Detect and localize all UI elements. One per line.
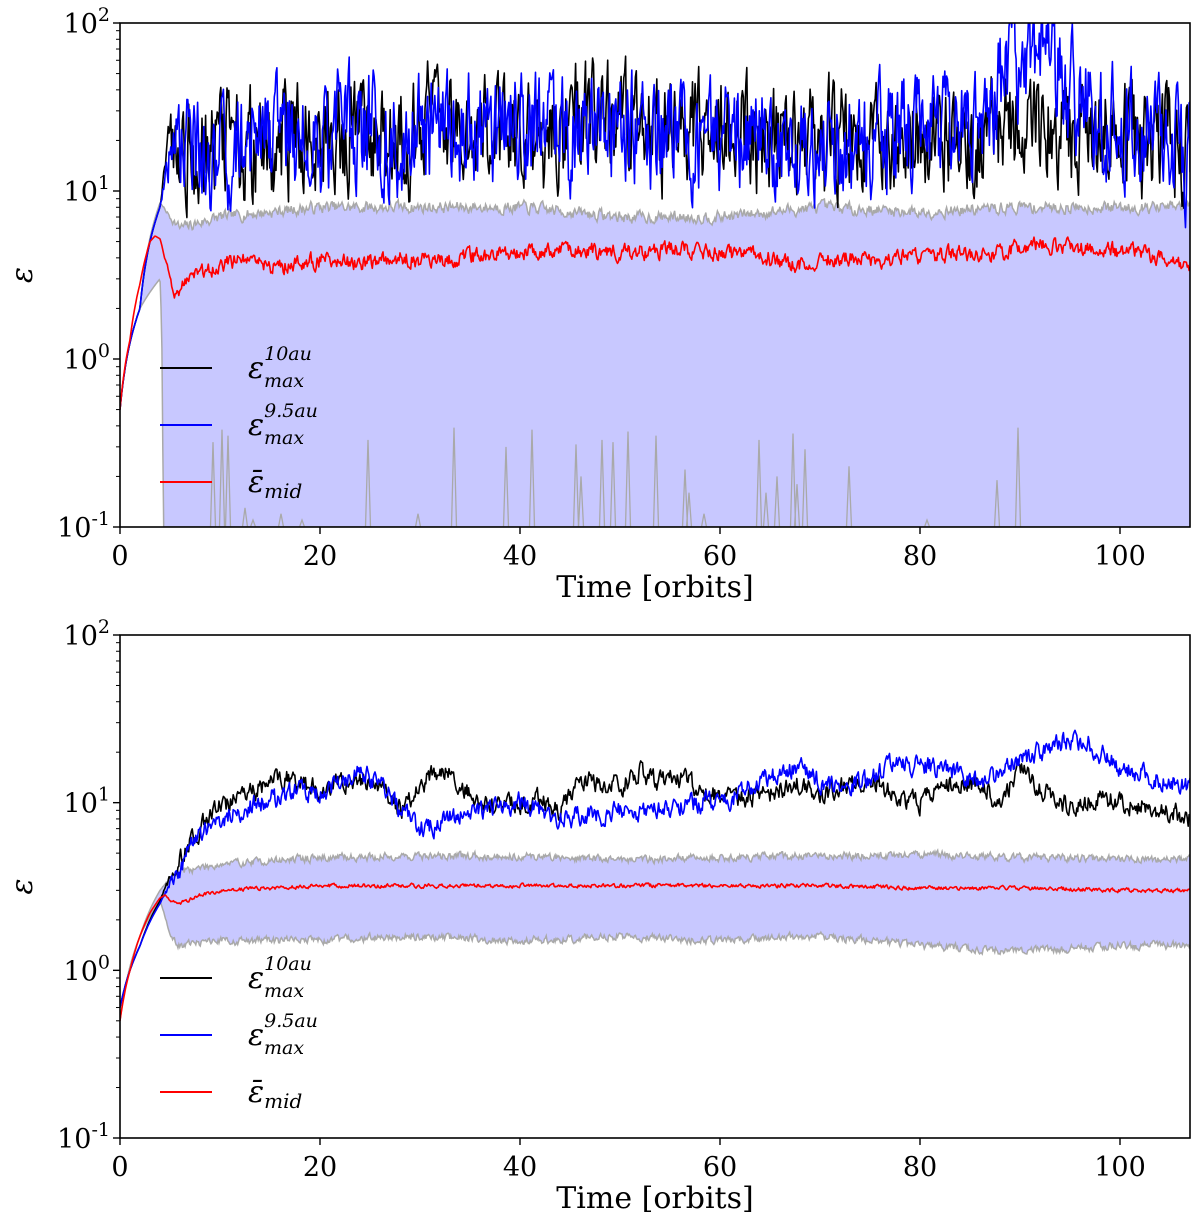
series-band-upper [120,197,1190,410]
x-tick-label: 20 [303,1152,337,1183]
x-tick-label: 0 [111,1152,128,1183]
legend-label: ε9.5au max [248,400,318,449]
x-tick-label: 40 [503,1152,537,1183]
band-spike [993,480,1001,527]
band-spike [789,433,797,527]
band-spike [224,435,232,527]
band-spike [528,429,536,527]
x-axis-title: Time [orbits] [556,1181,753,1216]
series-band-lower [120,899,1190,1021]
band-spike [845,466,853,527]
band-spike [218,429,226,527]
band-spike [700,513,708,527]
x-tick-label: 40 [503,541,537,572]
y-tick-label: 102 [64,4,110,40]
band-spike [502,446,510,527]
band-spike [793,484,801,527]
band-spike [773,476,781,527]
band-spike [1014,427,1022,527]
band-spike [923,518,931,527]
axes-frame [119,22,1191,528]
panel-bottom: 0 20 40 60 80 100 10-1 100 101 102 Time [orbits] ε ε… [5,616,1191,1216]
band-spike [414,513,422,527]
band-spike [450,427,458,527]
legend: ε10au max ε9.5au max ε̄mid [160,343,318,503]
panel-top: 0 20 40 60 80 100 10-1 100 101 102 Time [orbits] ε ε… [5,4,1191,605]
legend: ε10au max ε9.5au max ε̄mid [160,953,318,1113]
x-tick-label: 80 [903,541,937,572]
series-max-9.5au [120,23,1190,410]
x-axis-title: Time [orbits] [556,570,753,605]
x-tick-label: 100 [1094,541,1146,572]
series-mid-mean [120,235,1190,410]
legend-label: ε̄mid [248,465,302,503]
band-spike [681,469,689,527]
band-spike [572,444,580,527]
band-spike [364,439,372,527]
band-fill [120,850,1190,1021]
legend-label: ε9.5au max [248,1010,318,1059]
x-tick-label: 60 [703,1152,737,1183]
band-spike [652,435,660,527]
band-spike [577,476,585,527]
band-spike [209,442,217,527]
y-tick-label: 101 [64,784,110,820]
legend-label: ε̄mid [248,1075,302,1113]
y-tick-label: 10-1 [57,1119,110,1155]
band-spike [755,439,763,527]
legend-label: ε10au max [248,343,312,392]
band-spike [762,492,770,527]
band-fill [120,199,1190,527]
band-spike [249,518,257,527]
x-tick-label: 20 [303,541,337,572]
y-axis-title: ε [5,267,40,283]
series-mid-mean [120,882,1190,1021]
band-spike [277,513,285,527]
y-tick-label: 102 [64,616,110,652]
y-tick-label: 100 [64,951,110,987]
series-max-9.5au [120,729,1190,1008]
band-spike [298,518,306,527]
band-spike [598,439,606,527]
legend-label: ε10au max [248,953,312,1002]
x-tick-label: 0 [111,541,128,572]
y-tick-label: 10-1 [57,508,110,544]
y-tick-label: 100 [64,340,110,376]
x-tick-label: 100 [1094,1152,1146,1183]
x-tick-label: 60 [703,541,737,572]
band-spike [241,507,249,527]
x-tick-label: 80 [903,1152,937,1183]
band-spike [609,442,617,527]
band-spike [624,431,632,527]
y-axis-title: ε [5,878,40,894]
plot-area [120,23,1190,527]
axes-frame [119,634,1191,1139]
series-band-upper [120,848,1190,1021]
y-tick-label: 101 [64,172,110,208]
plot-area [120,729,1190,1021]
band-spike [801,449,809,527]
band-spike [685,492,693,527]
